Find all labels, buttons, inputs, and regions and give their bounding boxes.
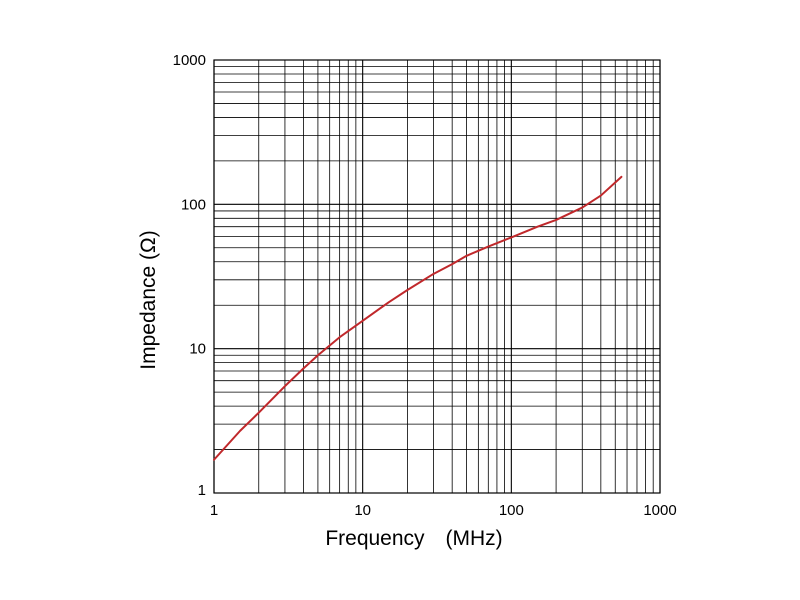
x-tick-labels: 1 10 100 1000 (210, 502, 677, 519)
y-tick-label: 1000 (173, 52, 206, 69)
y-tick-label: 100 (181, 196, 206, 213)
y-tick-label: 1 (198, 482, 206, 499)
minor-gridlines (214, 60, 660, 493)
major-gridlines (213, 59, 661, 494)
x-tick-label: 10 (354, 502, 371, 519)
y-axis-title: Impedance (Ω) (137, 230, 160, 369)
x-tick-label: 1 (210, 502, 218, 519)
x-tick-label: 1000 (643, 502, 676, 519)
y-tick-label: 10 (189, 341, 206, 358)
x-axis-title: Frequency (MHz) (325, 527, 502, 550)
plot-frame (213, 59, 661, 494)
impedance-curve (213, 175, 623, 461)
plot-border (213, 59, 661, 494)
x-tick-label: 100 (499, 502, 524, 519)
y-tick-labels: 1 10 100 1000 (173, 52, 206, 499)
series-layer (213, 175, 623, 461)
